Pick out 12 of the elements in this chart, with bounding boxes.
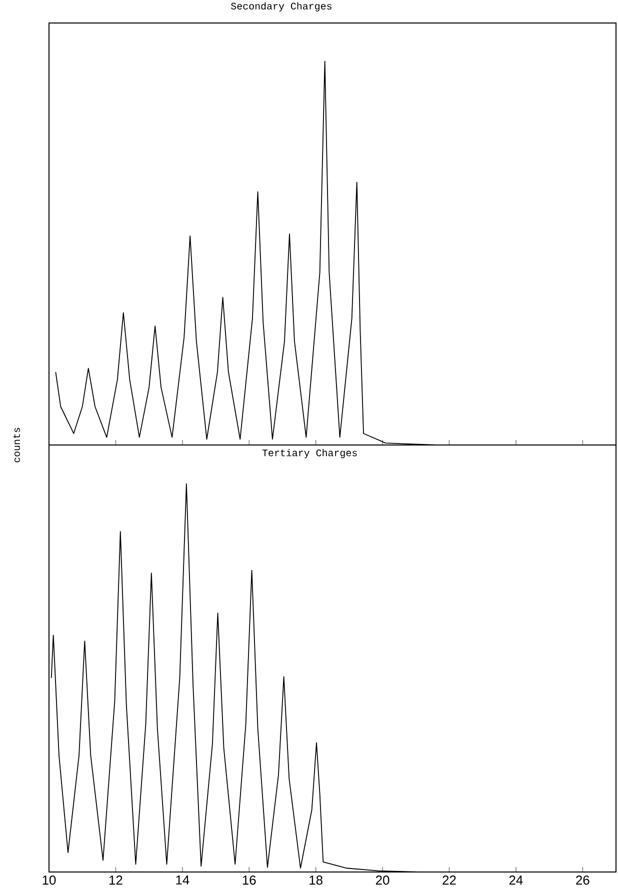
- x-tick-label: 12: [109, 876, 122, 885]
- x-tick-label: 24: [509, 876, 523, 885]
- x-tick-label: 16: [242, 876, 256, 885]
- x-tick-label: 18: [310, 876, 322, 885]
- y-axis-title: counts: [13, 428, 20, 462]
- x-tick-label: 20: [376, 876, 390, 885]
- chart-title: Secondary Charges: [231, 2, 332, 12]
- x-tick-label: 26: [576, 876, 590, 885]
- chart-title: Tertiary Charges: [262, 448, 357, 458]
- x-tick-label: 22: [442, 876, 456, 885]
- x-tick-label: 10: [42, 876, 56, 885]
- x-tick-label: 14: [176, 876, 190, 884]
